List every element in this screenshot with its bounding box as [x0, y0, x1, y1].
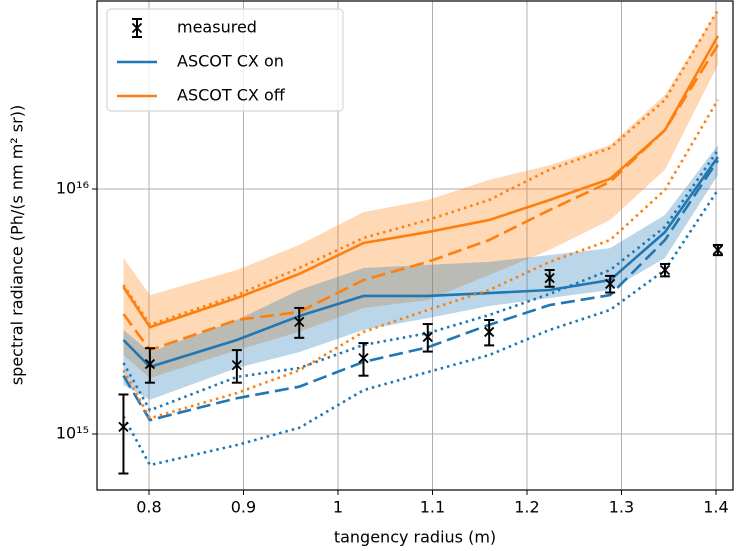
x-axis-label: tangency radius (m)	[334, 528, 496, 547]
x-tick-label: 1.2	[514, 498, 539, 517]
x-tick-label: 0.9	[231, 498, 256, 517]
x-marker	[605, 278, 616, 290]
x-tick-label: 1	[333, 498, 343, 517]
error-bar	[118, 393, 129, 475]
series-line	[122, 35, 720, 329]
x-marker	[144, 358, 156, 370]
x-marker	[544, 272, 555, 284]
legend-label: ASCOT CX on	[177, 52, 284, 71]
error-bar	[144, 347, 155, 384]
series-line	[122, 159, 719, 422]
band	[123, 9, 718, 379]
series-line	[122, 156, 719, 369]
x-tick-label: 0.8	[136, 498, 161, 517]
x-tick-label: 1.1	[420, 498, 445, 517]
legend-label: ASCOT CX off	[177, 86, 286, 105]
plot-frame	[96, 0, 734, 491]
y-tick-label: 10¹⁵	[56, 424, 89, 443]
band	[123, 145, 718, 400]
x-marker	[358, 353, 369, 364]
series-line	[122, 9, 720, 327]
x-marker	[422, 331, 433, 343]
series-line	[122, 189, 719, 467]
x-tick-label: 1.3	[609, 498, 634, 517]
x-marker	[231, 360, 242, 371]
x-marker	[294, 316, 305, 327]
legend-box	[106, 8, 344, 112]
x-tick-label: 1.4	[703, 498, 728, 517]
x-marker	[484, 326, 495, 338]
x-marker	[659, 264, 671, 276]
x-marker	[712, 244, 724, 256]
x-marker	[118, 421, 129, 432]
y-tick-label: 10¹⁶	[56, 178, 89, 197]
series-line	[122, 44, 719, 352]
legend-label: measured	[177, 18, 257, 37]
series-line	[122, 149, 719, 412]
legend-handle	[131, 22, 143, 34]
y-axis-label: spectral radiance (Ph/(s nm m² sr))	[8, 105, 27, 385]
